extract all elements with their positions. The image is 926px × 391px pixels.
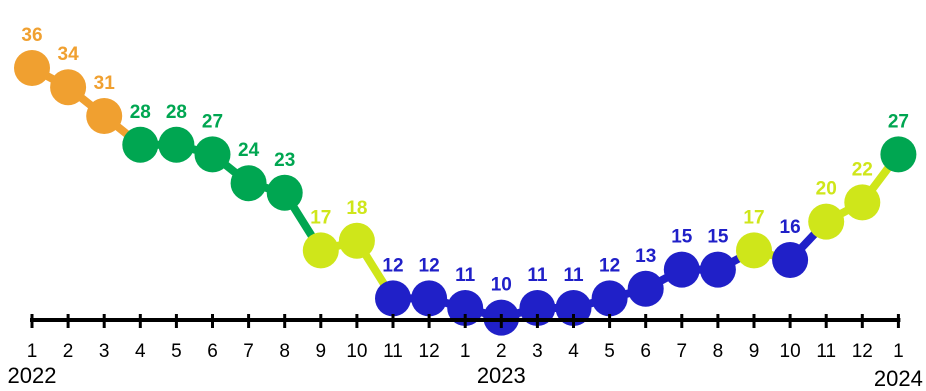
x-tick-label: 4 <box>568 341 579 362</box>
x-tick-label: 11 <box>816 341 836 362</box>
x-tick-label: 12 <box>419 341 440 362</box>
data-point <box>772 242 809 278</box>
x-tick-label: 12 <box>852 341 873 362</box>
data-label: 28 <box>166 102 187 123</box>
data-label: 34 <box>58 44 80 65</box>
data-point <box>302 232 339 269</box>
data-label: 20 <box>816 179 837 200</box>
data-point <box>627 270 664 307</box>
data-label: 11 <box>455 265 476 286</box>
x-tick-label: 5 <box>604 341 615 362</box>
x-tick-label: 2 <box>496 341 507 362</box>
data-point <box>158 126 195 163</box>
data-label: 28 <box>130 102 151 123</box>
data-point <box>375 280 411 317</box>
data-point <box>447 290 484 326</box>
x-tick-label: 1 <box>893 341 904 362</box>
data-point <box>663 251 700 288</box>
x-tick-label: 7 <box>677 341 688 362</box>
data-label: 15 <box>671 227 693 248</box>
x-tick-label: 7 <box>243 341 254 362</box>
data-point <box>194 136 231 173</box>
x-tick-label: 9 <box>749 341 760 362</box>
data-label: 12 <box>599 255 620 276</box>
x-tick-label: 8 <box>713 341 724 362</box>
data-label: 13 <box>635 246 656 267</box>
value-labels: 36 34 31 28 28 27 24 23 17 18 12 12 11 10 11 11 12 13 15 15… <box>21 25 909 296</box>
x-tick-label: 10 <box>780 341 801 362</box>
data-label: 17 <box>743 207 764 228</box>
data-point <box>808 203 845 240</box>
data-point <box>86 98 123 134</box>
x-tick-label: 10 <box>346 341 367 362</box>
data-label: 12 <box>382 255 403 276</box>
x-tick-label: 6 <box>640 341 651 362</box>
data-label: 22 <box>852 159 873 180</box>
x-year-label: 2024 <box>874 366 923 391</box>
data-label: 27 <box>888 111 909 132</box>
data-point <box>50 69 87 106</box>
data-point <box>555 290 592 326</box>
data-label: 10 <box>491 275 512 296</box>
data-point <box>14 50 50 86</box>
data-label: 31 <box>94 73 116 94</box>
data-point <box>844 184 881 221</box>
x-tick-label: 1 <box>460 341 471 362</box>
x-tick-label: 8 <box>279 341 290 362</box>
series-points <box>14 50 917 336</box>
x-year-label: 2022 <box>8 363 57 388</box>
data-point <box>338 222 375 259</box>
data-point <box>880 136 917 173</box>
data-label: 11 <box>527 265 548 286</box>
data-point <box>230 165 267 202</box>
data-label: 18 <box>346 198 367 219</box>
x-tick-label: 5 <box>171 341 182 362</box>
data-point <box>411 280 448 317</box>
data-point <box>699 251 736 288</box>
x-tick-label: 9 <box>316 341 327 362</box>
data-label: 16 <box>780 217 801 238</box>
data-label: 12 <box>419 255 440 276</box>
data-point <box>266 174 303 211</box>
x-tick-label: 3 <box>99 341 110 362</box>
data-label: 23 <box>274 150 295 171</box>
x-tick-label: 1 <box>27 341 38 362</box>
data-point <box>122 126 159 163</box>
data-point <box>591 280 628 317</box>
data-label: 36 <box>21 25 42 46</box>
data-label: 11 <box>563 265 584 286</box>
data-label: 27 <box>202 111 223 132</box>
data-label: 15 <box>707 227 729 248</box>
x-tick-label: 2 <box>63 341 74 362</box>
data-label: 17 <box>310 207 331 228</box>
x-year-label: 2023 <box>477 363 526 388</box>
data-point <box>736 232 772 269</box>
data-label: 24 <box>238 140 260 161</box>
data-point <box>519 290 556 326</box>
x-tick-label: 3 <box>532 341 543 362</box>
x-tick-label: 4 <box>135 341 146 362</box>
x-tick-label: 6 <box>207 341 218 362</box>
x-tick-label: 11 <box>383 341 403 362</box>
